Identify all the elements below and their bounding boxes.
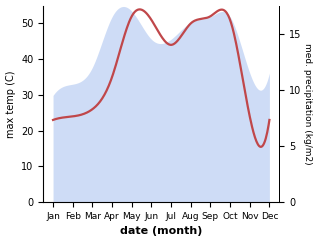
Y-axis label: med. precipitation (kg/m2): med. precipitation (kg/m2)	[303, 43, 313, 165]
X-axis label: date (month): date (month)	[120, 227, 203, 236]
Y-axis label: max temp (C): max temp (C)	[5, 70, 16, 138]
